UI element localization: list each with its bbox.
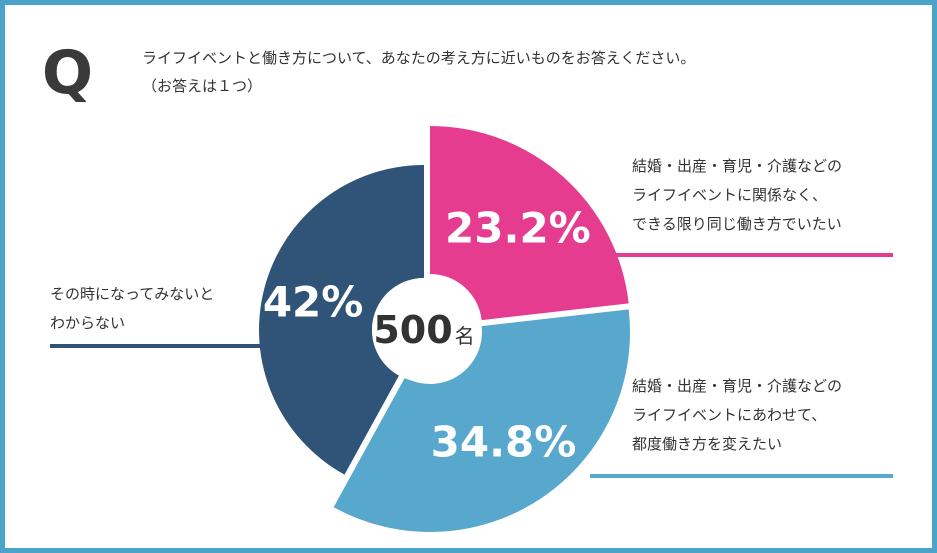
- respondent-count-unit: 名: [455, 324, 475, 348]
- center-hole: [372, 278, 476, 382]
- question-mark-q: Q: [42, 38, 94, 108]
- slice-description-line: できる限り同じ働き方でいたい: [632, 215, 842, 233]
- slice-description-light-blue: 結婚・出産・育児・介護などの ライフイベントにあわせて、 都度働き方を変えたい: [632, 372, 842, 459]
- question-line-1: ライフイベントと働き方について、あなたの考え方に近いものをお答えください。: [142, 49, 696, 67]
- slice-description-line: 結婚・出産・育児・介護などの: [632, 157, 843, 175]
- question-text: ライフイベントと働き方について、あなたの考え方に近いものをお答えください。 （お…: [142, 44, 842, 100]
- slice-description-line: その時になってみないと: [50, 285, 215, 303]
- slice-percent-label-navy: 42%: [263, 278, 364, 327]
- slice-description-line: わからない: [50, 314, 126, 332]
- slice-description-line: 結婚・出産・育児・介護などの: [632, 377, 843, 395]
- slice-description-line: ライフイベントに関係なく、: [632, 186, 828, 204]
- question-line-2: （お答えは１つ）: [142, 77, 263, 95]
- pie-slice-pink: [430, 126, 629, 321]
- slice-description-line: ライフイベントにあわせて、: [632, 406, 827, 424]
- pie-slice-navy: [259, 165, 424, 475]
- slice-percent-label-pink: 23.2%: [445, 204, 591, 253]
- slice-description-navy: その時になってみないと わからない: [50, 280, 214, 338]
- slice-percent-label-light-blue: 34.8%: [431, 418, 577, 467]
- pie-slice-light-blue: [333, 309, 630, 532]
- slice-description-pink: 結婚・出産・育児・介護などの ライフイベントに関係なく、 できる限り同じ働き方で…: [632, 152, 842, 239]
- respondent-count: 500 名: [373, 308, 474, 352]
- slice-description-line: 都度働き方を変えたい: [632, 435, 783, 453]
- respondent-count-number: 500: [373, 308, 452, 352]
